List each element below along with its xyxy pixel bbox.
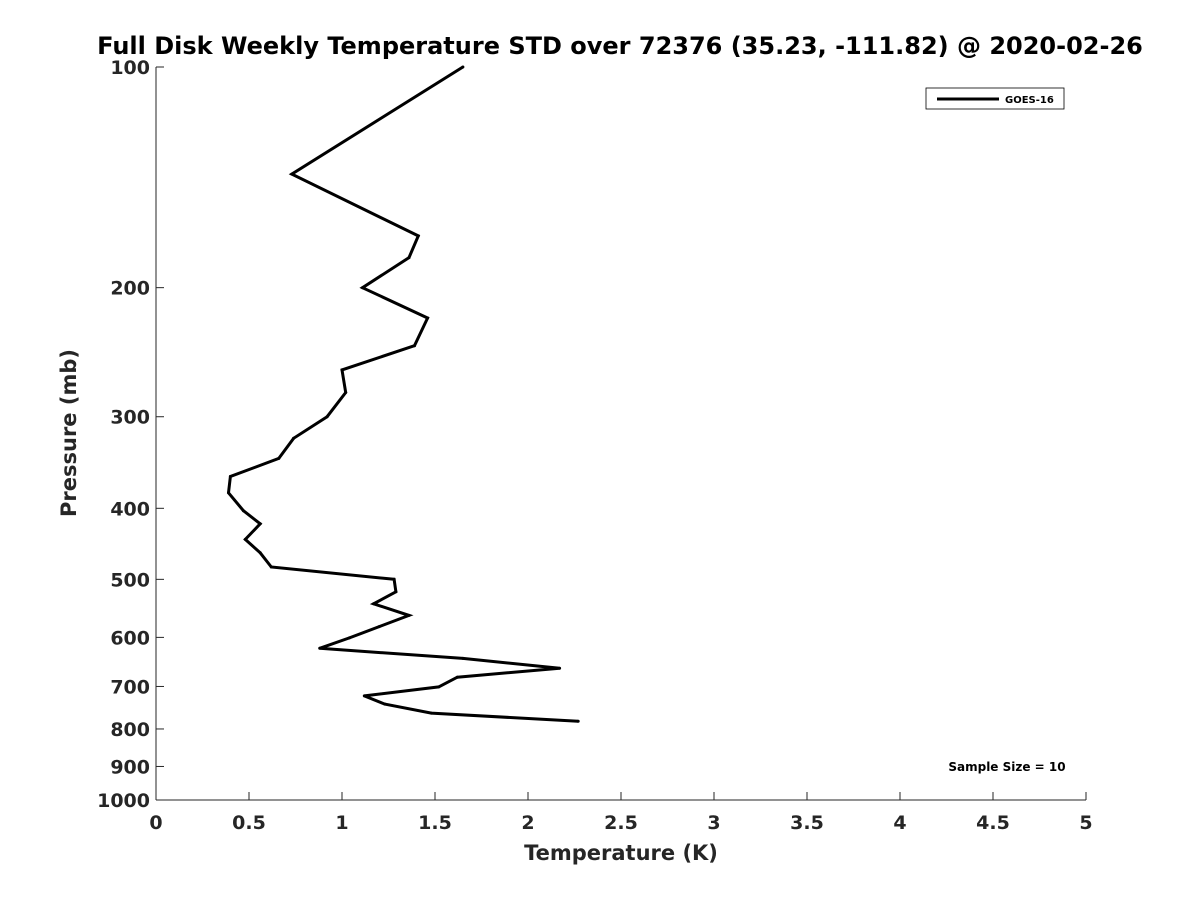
x-tick-label: 3	[707, 812, 720, 834]
data-point	[407, 256, 411, 260]
x-tick-label: 4	[893, 812, 906, 834]
data-point	[258, 551, 262, 555]
x-tick-label: 2.5	[604, 812, 638, 834]
data-point	[340, 368, 344, 372]
chart-title: Full Disk Weekly Temperature STD over 72…	[97, 32, 1143, 60]
data-point	[576, 719, 580, 723]
data-point	[362, 694, 366, 698]
y-tick-label: 300	[110, 407, 150, 429]
x-axis-label: Temperature (K)	[524, 841, 718, 865]
y-tick-label: 200	[110, 278, 150, 300]
sample-size-annotation: Sample Size = 10	[948, 760, 1065, 774]
data-point	[392, 577, 396, 581]
y-axis-label: Pressure (mb)	[57, 349, 81, 517]
x-tick-label: 0	[149, 812, 162, 834]
y-tick-label: 400	[110, 498, 150, 520]
y-tick-label: 500	[110, 569, 150, 591]
y-tick-label: 600	[110, 627, 150, 649]
data-point	[361, 286, 364, 290]
data-point	[461, 65, 465, 69]
data-point	[258, 522, 262, 526]
data-point	[394, 590, 398, 594]
x-axis-ticks: 0 0.5 1 1.5 2 2.5 3 3.5 4 4.5 5	[149, 792, 1093, 834]
x-tick-label: 1.5	[418, 812, 452, 834]
x-tick-label: 2	[521, 812, 534, 834]
x-tick-label: 3.5	[790, 812, 824, 834]
y-tick-label: 700	[110, 676, 150, 698]
data-point	[461, 656, 465, 660]
data-point	[429, 711, 433, 715]
data-point	[318, 646, 322, 650]
y-tick-label: 900	[110, 756, 150, 778]
data-point	[292, 436, 296, 440]
data-point	[558, 666, 562, 670]
data-point	[277, 456, 281, 460]
data-point	[426, 316, 430, 320]
x-tick-label: 5	[1079, 812, 1092, 834]
data-point	[383, 702, 387, 706]
x-tick-label: 0.5	[232, 812, 266, 834]
series-line-goes-16	[226, 65, 579, 723]
legend-label-goes-16: GOES-16	[1005, 95, 1054, 106]
data-point	[413, 344, 416, 348]
data-point	[227, 491, 230, 495]
data-point	[243, 537, 247, 541]
data-point	[377, 625, 381, 629]
y-tick-label: 800	[110, 719, 150, 741]
y-tick-label: 100	[110, 57, 150, 79]
data-point	[325, 415, 329, 419]
data-point	[344, 391, 348, 394]
data-point	[241, 509, 245, 513]
data-point	[455, 675, 459, 679]
series-points	[227, 65, 580, 723]
data-point	[269, 565, 273, 569]
data-point	[372, 602, 376, 606]
data-point	[347, 636, 351, 640]
y-axis-ticks: 100 200 300 400 500 600 700 800 900 1000	[97, 57, 164, 812]
data-point	[416, 234, 420, 238]
legend: GOES-16	[925, 87, 1065, 110]
data-point	[437, 685, 441, 689]
x-tick-label: 1	[335, 812, 348, 834]
data-point	[290, 172, 294, 176]
x-tick-label: 4.5	[976, 812, 1010, 834]
y-tick-label: 1000	[97, 790, 150, 812]
data-point	[228, 475, 232, 478]
data-point	[407, 613, 411, 617]
